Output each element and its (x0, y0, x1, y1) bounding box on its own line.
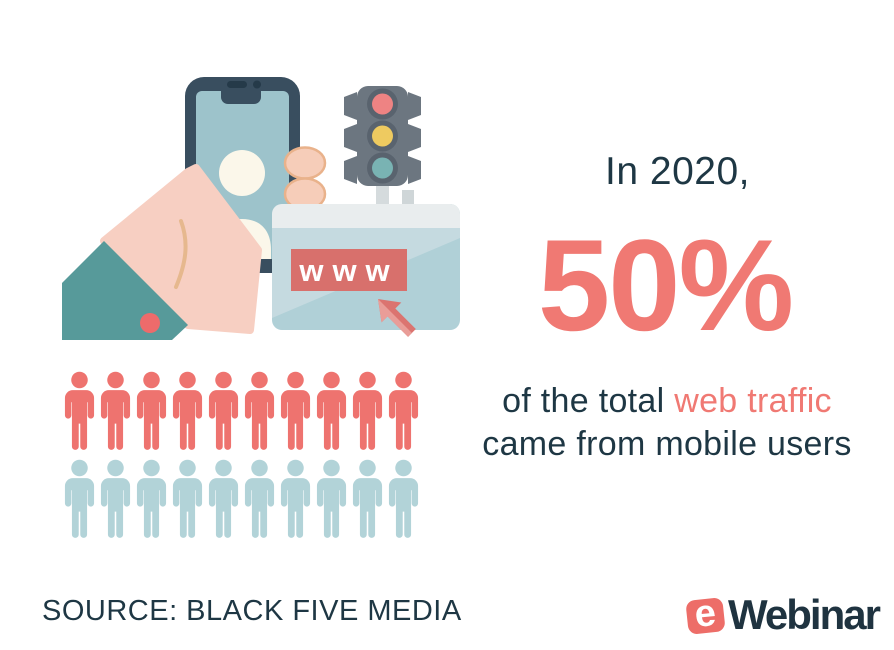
person-icon (352, 459, 383, 538)
person-icon (316, 371, 347, 450)
person-icon (64, 371, 95, 450)
person-icon (388, 371, 419, 450)
hanger-straps (303, 184, 414, 208)
person-icon (136, 459, 167, 538)
person-icon (172, 371, 203, 450)
pictogram-row-mobile-users (63, 371, 420, 454)
stat-value: 50% (537, 212, 794, 358)
green-light (372, 157, 393, 179)
person-icon (388, 459, 419, 538)
person-icon (352, 371, 383, 450)
sleeve (62, 241, 188, 340)
person-icon (172, 459, 203, 538)
statement-prefix: of the total (502, 382, 675, 420)
person-icon (100, 371, 131, 450)
user-avatar-icon (213, 150, 271, 259)
yellow-light (372, 125, 393, 147)
red-light (372, 93, 393, 115)
person-icon (208, 371, 239, 450)
traffic-light-icon (344, 86, 421, 186)
ewebinar-logo: e Webinar (685, 588, 881, 638)
source-credit: SOURCE: BLACK FIVE MEDIA (42, 595, 462, 627)
ewebinar-badge-icon: e (685, 592, 726, 636)
headline-intro: In 2020, (605, 150, 750, 193)
pictogram-chart (63, 371, 420, 542)
person-icon (208, 459, 239, 538)
statement-line2: came from mobile users (482, 425, 852, 463)
person-icon (316, 459, 347, 538)
browser-window-icon: www (272, 204, 460, 330)
headline-statement: of the total web traffic came from mobile… (467, 380, 867, 466)
person-icon (244, 459, 275, 538)
pictogram-row-other-users (63, 459, 420, 542)
person-icon (64, 459, 95, 538)
cursor-icon (378, 299, 416, 337)
person-icon (136, 371, 167, 450)
cuff-button (140, 313, 160, 333)
hand-holding-phone-icon (100, 164, 262, 334)
www-label: www (298, 253, 398, 288)
statement-highlight: web traffic (674, 382, 832, 420)
smartphone-icon (185, 77, 300, 273)
person-icon (280, 371, 311, 450)
person-icon (244, 371, 275, 450)
person-icon (100, 459, 131, 538)
fingers (283, 146, 327, 211)
ewebinar-wordmark: Webinar (728, 591, 881, 638)
person-icon (280, 459, 311, 538)
www-banner (291, 249, 407, 291)
